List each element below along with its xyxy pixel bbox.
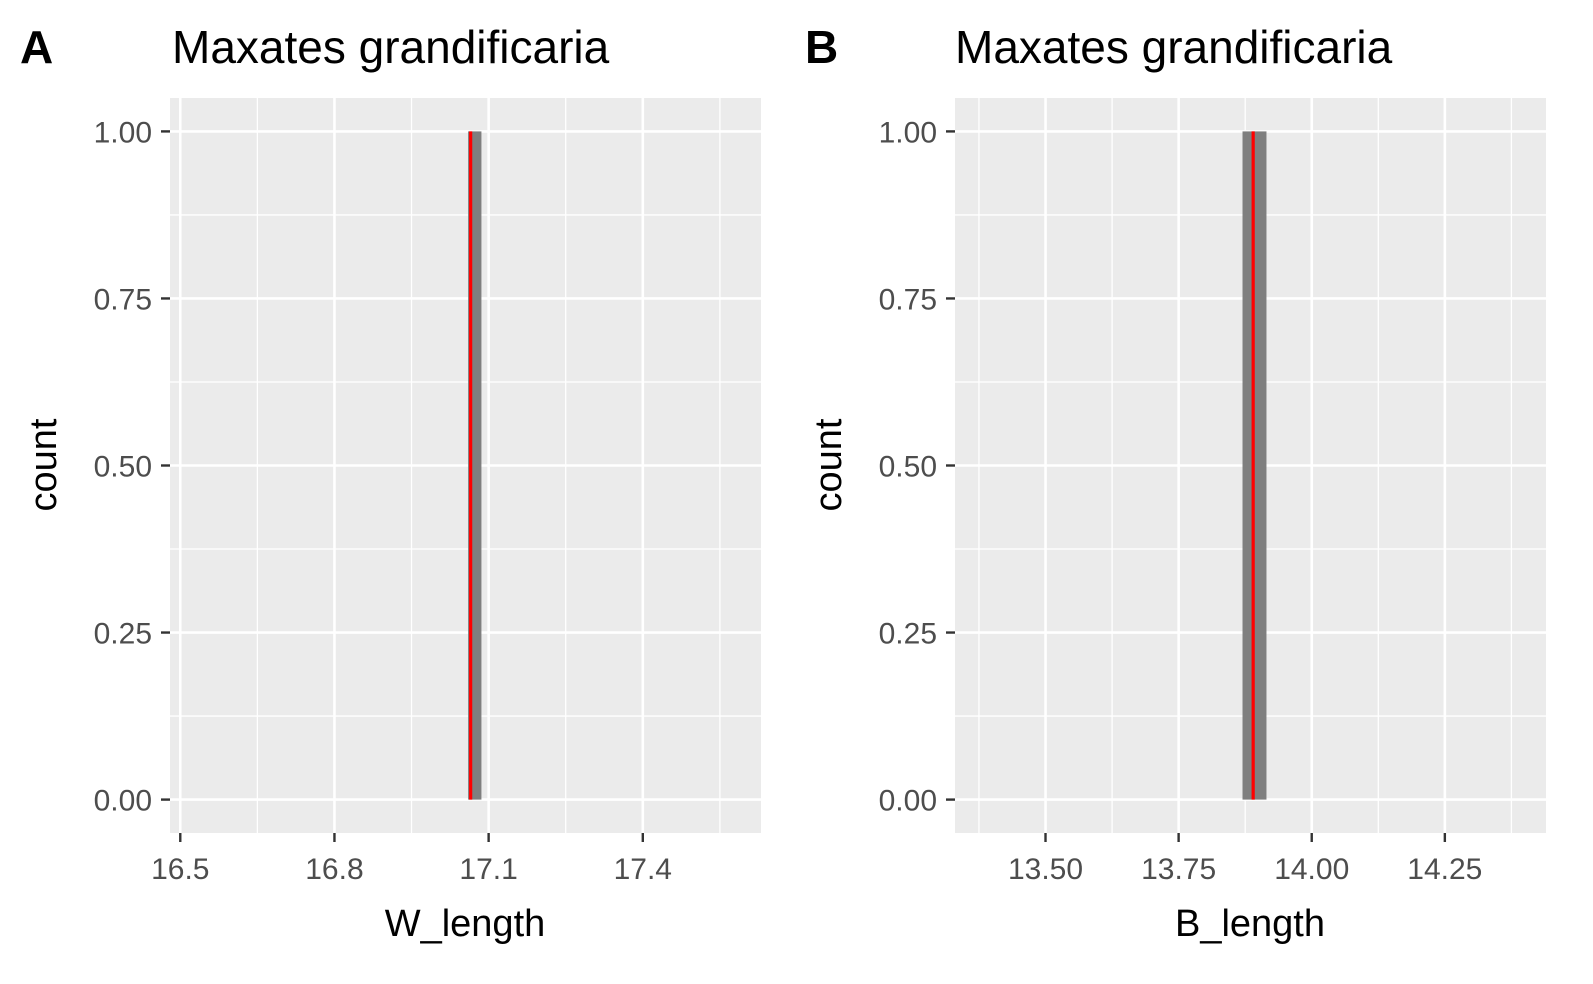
- x-tick-label: 17.1: [459, 853, 517, 886]
- panel-b-x-axis-label: B_length: [1175, 903, 1325, 945]
- y-tick-label: 1.00: [879, 116, 937, 149]
- x-tick-label: 14.25: [1407, 853, 1482, 886]
- x-tick-label: 13.50: [1008, 853, 1083, 886]
- panel-a-y-axis: 0.00 0.25 0.50 0.75 1.00: [94, 116, 170, 818]
- panel-b-title: Maxates grandificaria: [955, 21, 1393, 73]
- y-tick-label: 0.75: [94, 283, 152, 316]
- y-tick-label: 0.25: [879, 618, 937, 651]
- x-tick-label: 14.00: [1274, 853, 1349, 886]
- y-tick-label: 0.75: [879, 283, 937, 316]
- panel-a: A Maxates grandificaria 16.5 16.8 17.1 17.4…: [20, 21, 761, 945]
- panel-b-tag: B: [805, 21, 838, 73]
- panel-a-tag: A: [20, 21, 53, 73]
- panel-b-gridlines: [955, 98, 1546, 833]
- y-tick-label: 0.00: [94, 785, 152, 818]
- panel-b: B Maxates grandificaria 13.50 13.75 14.00 1…: [805, 21, 1546, 945]
- y-tick-label: 1.00: [94, 116, 152, 149]
- panel-a-gridlines: [170, 98, 761, 833]
- x-tick-label: 16.5: [151, 853, 209, 886]
- y-tick-label: 0.25: [94, 618, 152, 651]
- panel-a-x-axis: 16.5 16.8 17.1 17.4: [151, 833, 672, 886]
- x-tick-label: 17.4: [614, 853, 672, 886]
- y-tick-label: 0.50: [94, 451, 152, 484]
- x-tick-label: 13.75: [1141, 853, 1216, 886]
- y-tick-label: 0.50: [879, 451, 937, 484]
- panel-a-y-axis-label: count: [23, 418, 65, 511]
- x-tick-label: 16.8: [305, 853, 363, 886]
- y-tick-label: 0.00: [879, 785, 937, 818]
- panel-b-y-axis-label: count: [808, 418, 850, 511]
- panel-b-x-axis: 13.50 13.75 14.00 14.25: [1008, 833, 1482, 886]
- panel-a-title: Maxates grandificaria: [172, 21, 610, 73]
- panel-b-y-axis: 0.00 0.25 0.50 0.75 1.00: [879, 116, 955, 818]
- panel-a-x-axis-label: W_length: [385, 903, 546, 945]
